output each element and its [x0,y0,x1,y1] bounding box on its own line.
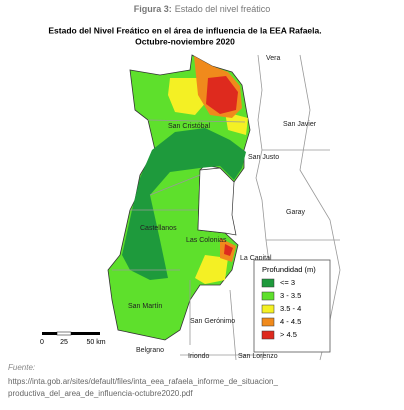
place-label: Castellanos [140,225,177,232]
zone-yellow [168,78,248,284]
place-label: San Javier [283,121,317,128]
source-line: productiva_del_area_de_influencia-octubr… [8,389,193,398]
legend-title: Profundidad (m) [262,265,316,274]
legend-swatch [261,291,275,301]
place-label: San Lorenzo [238,353,278,360]
scale-bar: 0 25 50 km [40,331,106,346]
place-label: San Martín [128,303,162,310]
legend-label: <= 3 [280,278,295,287]
zone-deep-green [122,128,246,280]
source-label: Fuente: [8,363,35,372]
legend-label: > 4.5 [280,330,297,339]
caption: Figura 3: Estado del nivel freático [134,4,271,14]
scale-bar-segment [56,331,72,336]
place-label: Las Colonias [186,237,227,244]
legend-swatch [261,330,275,340]
map-subtitle: Octubre-noviembre 2020 [135,36,235,46]
scale-label: 0 [40,339,44,346]
scale-label: 25 [60,339,68,346]
source-line: https://inta.gob.ar/sites/default/files/… [8,377,279,386]
place-label: Vera [266,55,281,62]
legend-swatch [261,278,275,288]
zone-red [206,76,238,256]
department-boundary [112,119,246,345]
legend-label: 3.5 - 4 [280,304,301,313]
map-title: Estado del Nivel Freático en el área de … [48,25,321,35]
legend-label: 4 - 4.5 [280,317,301,326]
legend-swatch [261,304,275,314]
caption-label: Figura 3: [134,4,172,14]
place-label: San Justo [248,154,279,161]
place-labels: Vera San Cristóbal San Javier San Justo … [128,55,317,360]
place-label: Iriondo [188,353,210,360]
caption-text: Estado del nivel freático [175,4,271,14]
place-label: San Cristóbal [168,123,210,130]
place-label: Belgrano [136,347,164,354]
place-label: La Capital [240,255,272,262]
area-gap [197,167,237,236]
legend-label: 3 - 3.5 [280,291,301,300]
scale-label: 50 km [86,339,105,346]
place-label: Garay [286,209,306,216]
place-label: San Gerónimo [190,318,235,325]
legend-swatch [261,317,275,327]
study-area [107,54,251,345]
legend: Profundidad (m) <= 3 3 - 3.5 3.5 - 4 4 - 4.… [253,259,331,353]
